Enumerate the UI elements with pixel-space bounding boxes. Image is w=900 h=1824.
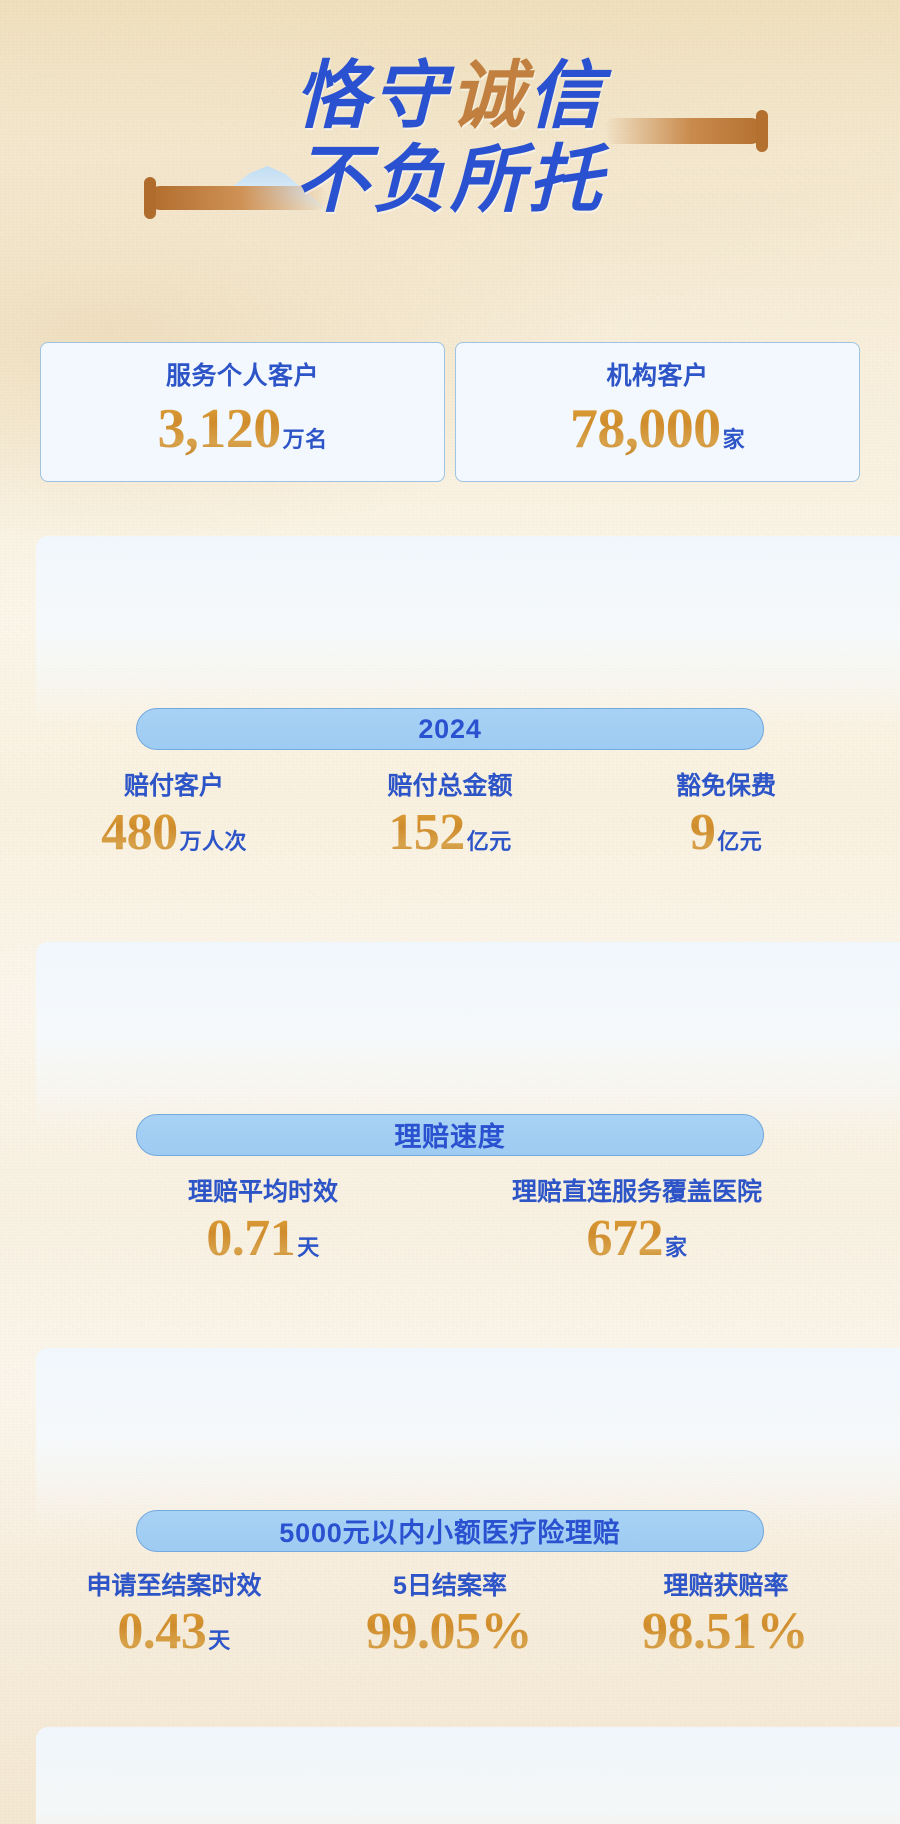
section-sheet (36, 1347, 900, 1528)
stat-label: 理赔平均时效 (187, 1177, 338, 1206)
stat-unit: 万人次 (179, 828, 247, 854)
card-number: 78,000 (569, 398, 721, 460)
stat-unit: 亿元 (466, 828, 512, 854)
title-line-1-part1: 恪守 (294, 56, 450, 138)
stat-label: 申请至结案时效 (86, 1571, 262, 1600)
stat-five-day-settlement-rate: 5日结案率 99.05% (312, 1572, 588, 1662)
title-line-1: 恪守诚信 (0, 60, 900, 134)
title-line-1-part2: 信 (527, 56, 606, 138)
stat-claim-customers: 赔付客户 480万人次 (36, 772, 312, 862)
stat-direct-claim-hospitals: 理赔直连服务覆盖医院 672家 (450, 1178, 824, 1268)
section-sheet (36, 941, 900, 1132)
section-claim-speed: 理赔速度 理赔平均时效 0.71天 理赔直连服务覆盖医院 672家 (0, 924, 900, 1268)
top-paper-wash (0, 0, 900, 330)
summary-card-institutional-clients: 机构客户 78,000家 (455, 342, 860, 482)
stat-claim-approval-rate: 理赔获赔率 98.51% (588, 1572, 864, 1662)
stat-average-claim-time: 理赔平均时效 0.71天 (76, 1178, 450, 1268)
stat-value: 480万人次 (36, 803, 312, 862)
section-stats: 理赔平均时效 0.71天 理赔直连服务覆盖医院 672家 (36, 1178, 864, 1268)
stat-label: 赔付总金额 (387, 772, 513, 800)
stat-label: 理赔直连服务覆盖医院 (511, 1177, 762, 1206)
card-number: 3,120 (157, 398, 281, 460)
title-line-2: 不负所托 (294, 140, 606, 222)
stat-value: 152亿元 (312, 803, 588, 862)
stat-number: 672 (586, 1209, 664, 1267)
section-small-medical-claims: 5000元以内小额医疗险理赔 申请至结案时效 0.43天 5日结案率 99.05… (0, 1330, 900, 1662)
brush-stroke-right-icon (604, 110, 768, 152)
summary-card-individual-clients: 服务个人客户 3,120万名 (40, 342, 445, 482)
stat-number: 152 (388, 803, 465, 861)
stat-value: 0.71天 (76, 1209, 450, 1268)
stat-apply-to-settle-time: 申请至结案时效 0.43天 (36, 1572, 312, 1662)
stat-label: 豁免保费 (675, 772, 776, 800)
section-banner-claim-speed: 理赔速度 (136, 1113, 764, 1156)
stat-number: 98.51% (642, 1603, 808, 1661)
card-value: 3,120万名 (41, 397, 444, 461)
title-line-1-accent: 诚 (450, 56, 528, 138)
hero-banner: 恪守诚信 不负所托 (0, 0, 900, 320)
stat-unit: 家 (665, 1234, 688, 1260)
stat-value: 0.43天 (36, 1602, 312, 1661)
top-summary-cards: 服务个人客户 3,120万名 机构客户 78,000家 (40, 342, 860, 482)
stat-label: 5日结案率 (393, 1571, 507, 1600)
stat-total-claim-amount: 赔付总金额 152亿元 (312, 772, 588, 862)
stat-value: 99.05% (312, 1602, 588, 1661)
stat-number: 99.05% (366, 1603, 532, 1661)
stat-unit: 天 (297, 1234, 320, 1260)
section-stats: 赔付客户 480万人次 赔付总金额 152亿元 豁免保费 9亿元 (36, 772, 864, 862)
card-unit: 家 (722, 427, 746, 452)
stat-value: 9亿元 (588, 803, 864, 862)
stat-unit: 亿元 (717, 828, 763, 854)
section-banner-2024: 2024 (136, 708, 764, 750)
section-sheet (36, 536, 900, 726)
section-stats: 申请至结案时效 0.43天 5日结案率 99.05% 理赔获赔率 98.51% (36, 1572, 864, 1662)
brush-stroke-left-icon (144, 177, 328, 219)
page-title: 恪守诚信 不负所托 (0, 60, 900, 218)
stat-value: 672家 (450, 1209, 824, 1268)
card-label: 服务个人客户 (165, 362, 319, 390)
section-banner-small-medical-claims: 5000元以内小额医疗险理赔 (136, 1509, 764, 1552)
stat-number: 480 (101, 803, 178, 861)
section-2024: 2024 赔付客户 480万人次 赔付总金额 152亿元 豁免保费 (0, 518, 900, 862)
stat-number: 0.43 (117, 1603, 207, 1661)
stat-number: 0.71 (206, 1209, 296, 1267)
stat-label: 理赔获赔率 (663, 1571, 789, 1600)
card-value: 78,000家 (456, 397, 859, 461)
stat-value: 98.51% (588, 1602, 864, 1661)
stat-premium-waiver: 豁免保费 9亿元 (588, 772, 864, 862)
section-sheet (36, 1727, 900, 1824)
card-unit: 万名 (282, 427, 328, 452)
stat-number: 9 (689, 803, 716, 861)
card-label: 机构客户 (606, 362, 709, 390)
stat-label: 赔付客户 (123, 772, 224, 800)
stat-unit: 天 (208, 1628, 231, 1654)
section-major-incidents: 响应重大突发事故 93次 赔付金额 321.7万元 (0, 1719, 900, 1824)
